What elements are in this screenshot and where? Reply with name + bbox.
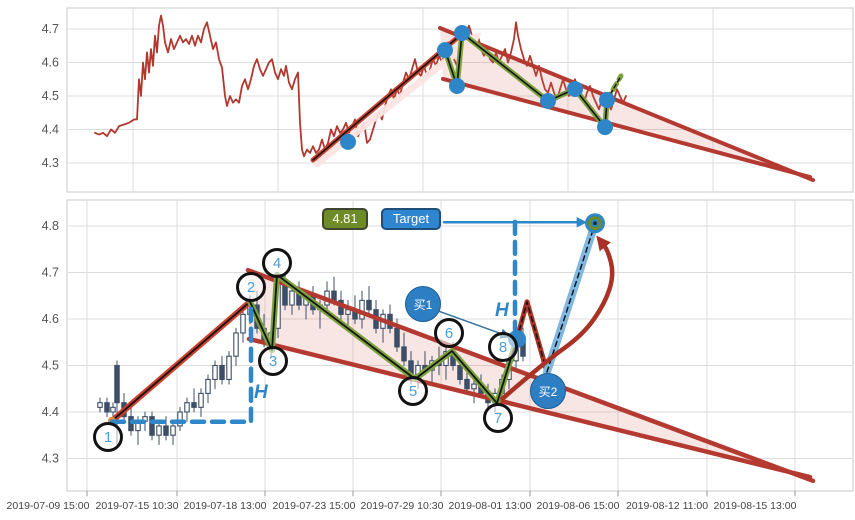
candlestick	[149, 416, 155, 436]
candlestick	[457, 364, 463, 380]
candlestick	[110, 406, 116, 413]
candlestick	[97, 402, 103, 408]
candlestick	[212, 364, 218, 380]
height-measure-1	[109, 299, 254, 425]
target-price-badge[interactable]: 4.81	[322, 208, 368, 230]
candlestick	[170, 425, 176, 436]
projection-blue-core	[546, 226, 595, 373]
candlestick	[401, 346, 407, 362]
pivot-dot	[454, 25, 470, 42]
wedge-lower-trendline	[246, 336, 813, 480]
height-label-1: H	[254, 382, 268, 403]
buy1-pointer-line	[435, 309, 511, 339]
candlestick	[177, 411, 183, 427]
pivot-marker-7: 7	[483, 403, 513, 433]
x-axis-tick-label: 2019-08-01 13:00	[449, 500, 532, 512]
pivot-marker-5: 5	[398, 376, 428, 406]
candlestick	[184, 402, 190, 413]
x-axis-tick-label: 2019-08-12 11:00	[626, 500, 708, 512]
wedge-upper-trendline	[438, 25, 815, 183]
y-axis-tick-label: 4.4	[42, 123, 59, 137]
pivot-marker-4: 4	[262, 248, 292, 278]
candlestick	[191, 402, 197, 408]
target-curve-arrow	[499, 235, 615, 402]
pivot-marker-6: 6	[434, 318, 464, 348]
y-axis-tick-label: 4.5	[42, 359, 59, 373]
y-axis-tick-label: 4.6	[42, 56, 59, 70]
x-axis-tick-label: 2019-07-09 15:00	[7, 500, 90, 512]
candlestick	[205, 378, 211, 394]
candlestick	[464, 378, 470, 390]
x-axis-tick-label: 2019-07-29 10:30	[361, 500, 444, 512]
candlestick	[331, 290, 337, 301]
y-axis-tick-label: 4.4	[42, 405, 59, 419]
y-axis-tick-label: 4.3	[42, 156, 59, 170]
wedge-lower-trendline	[441, 76, 812, 180]
candlestick	[163, 425, 169, 436]
y-axis-tick-label: 4.7	[42, 266, 59, 280]
candlestick	[219, 364, 225, 380]
target-badge[interactable]: Target	[381, 208, 441, 230]
pivot-marker-2: 2	[236, 272, 266, 302]
candlestick	[240, 313, 246, 334]
candlestick	[366, 299, 372, 311]
height-label-2: H	[495, 300, 509, 321]
plot-area	[66, 199, 854, 492]
pivot-marker-1: 1	[93, 422, 123, 452]
candlestick	[394, 327, 400, 348]
projection-red-core	[516, 301, 548, 373]
y-axis-tick-label: 4.6	[42, 312, 59, 326]
candlestick	[233, 332, 239, 357]
uptrend-core	[111, 300, 251, 422]
y-axis-tick-label: 4.3	[42, 452, 59, 466]
pivot-dot	[449, 77, 465, 94]
candlestick	[156, 425, 162, 436]
pivot-dot	[437, 42, 453, 59]
target-dot-ring	[588, 216, 602, 231]
candlestick	[289, 290, 295, 306]
buy2-badge[interactable]: 买2	[530, 373, 566, 409]
candlestick	[359, 299, 365, 320]
pivot-dot	[540, 93, 556, 110]
candlestick	[198, 392, 204, 408]
x-axis-tick-label: 2019-08-15 13:00	[714, 500, 797, 512]
target-dot-center	[593, 221, 597, 226]
x-axis-tick-label: 2019-08-06 15:00	[537, 500, 620, 512]
y-axis-tick-label: 4.8	[42, 219, 59, 233]
candlestick	[226, 355, 232, 381]
pivot-marker-8: 8	[488, 332, 518, 362]
pivot-dot	[567, 80, 583, 97]
buy1-badge[interactable]: 买1	[405, 286, 441, 322]
pivot-dot	[340, 133, 356, 150]
pivot-marker-3: 3	[258, 346, 288, 376]
y-axis-tick-label: 4.7	[42, 22, 59, 36]
pivot-dot	[599, 92, 615, 109]
pivot-dot	[597, 119, 613, 136]
x-axis-tick-label: 2019-07-23 15:00	[273, 500, 356, 512]
candlestick	[104, 402, 110, 413]
candlestick	[114, 364, 120, 404]
x-axis-tick-label: 2019-07-18 13:00	[184, 500, 267, 512]
x-axis-tick-label: 2019-07-15 10:30	[96, 500, 179, 512]
uptrend-core	[312, 32, 464, 161]
y-axis-tick-label: 4.5	[42, 89, 59, 103]
candlestick	[471, 383, 477, 390]
price-line	[94, 14, 627, 158]
